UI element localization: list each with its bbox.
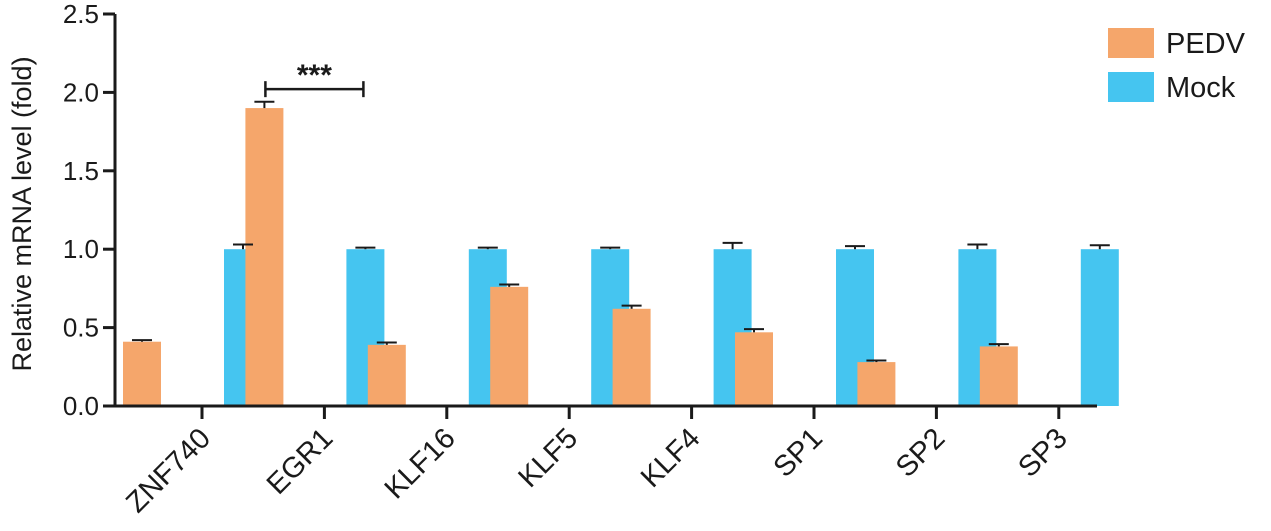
y-tick-label: 1.0 [63,234,99,264]
x-tick-label: ZNF740 [120,422,217,519]
axes-layer: 0.0 0.5 1.0 1.5 2.0 2.5 ZNF740 EGR1 KLF16 KLF5 KL… [7,0,1097,519]
annotations-layer: *** [264,59,365,98]
bar-pedv-sp2 [857,362,896,406]
x-tick-label: SP3 [1012,422,1073,483]
bar-pedv-egr1 [245,108,284,406]
x-tick-label: KLF4 [635,422,707,494]
x-tick-label: EGR1 [261,422,339,500]
x-tick-label: KLF5 [512,422,584,494]
bar-pedv-znf740 [123,341,161,406]
error-bars-layer [132,100,1110,363]
y-axis-title: Relative mRNA level (fold) [7,56,37,371]
bar-mock-sp3 [1080,249,1119,406]
x-ticks: ZNF740 EGR1 KLF16 KLF5 KLF4 SP1 SP2 SP3 [120,406,1074,519]
legend-swatch-mock [1108,72,1154,102]
bar-pedv-klf4 [612,308,651,406]
y-tick-label: 0.0 [63,391,99,421]
bar-pedv-klf5 [490,286,529,406]
bar-pedv-sp3 [979,346,1018,406]
bars-layer [123,108,1119,406]
significance-label: *** [297,59,332,92]
y-tick-label: 2.0 [63,77,99,107]
y-ticks: 0.0 0.5 1.0 1.5 2.0 2.5 [63,0,115,421]
y-tick-label: 2.5 [63,0,99,29]
x-tick-label: SP2 [890,422,951,483]
legend-label-pedv: PEDV [1166,28,1246,60]
y-tick-label: 0.5 [63,313,99,343]
bar-pedv-klf16 [367,344,406,406]
x-tick-label: SP1 [768,422,829,483]
legend: PEDV Mock [1108,28,1246,104]
x-tick-label: KLF16 [379,422,462,505]
bar-pedv-sp1 [735,332,773,406]
legend-label-mock: Mock [1166,72,1236,104]
y-tick-label: 1.5 [63,156,99,186]
legend-swatch-pedv [1108,28,1154,58]
